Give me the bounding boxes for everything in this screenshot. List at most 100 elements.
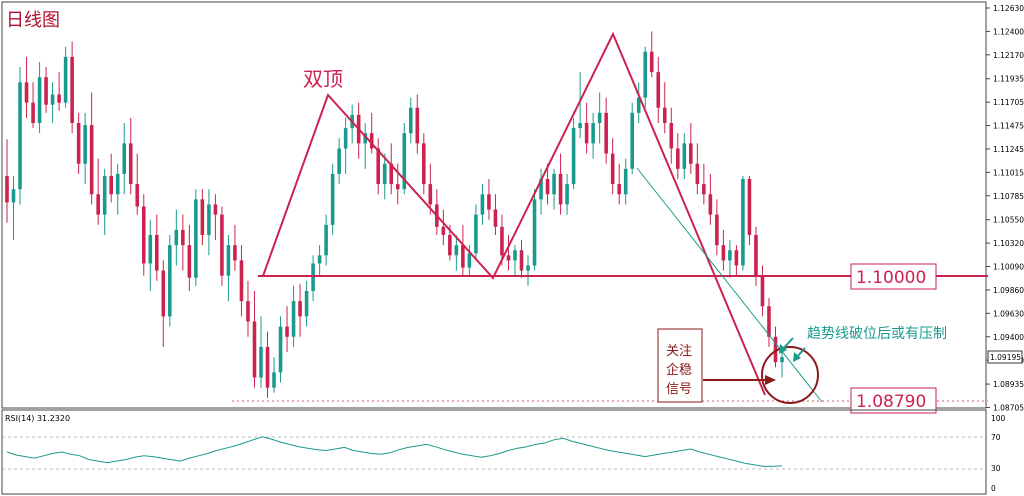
candle [141, 194, 146, 276]
price-axis: 1.12630 1.12400 1.12170 1.11935 1.11705 1.114… [986, 4, 1024, 412]
price-tick-label: 1.12170 [993, 51, 1024, 60]
candle-body [422, 143, 426, 185]
price-panel-frame [1, 1, 987, 409]
candle [408, 97, 413, 144]
pointer-arrow-1-head [779, 344, 787, 354]
price-tick-label: 1.11935 [993, 75, 1024, 84]
candle [233, 224, 237, 271]
double-top-path [262, 31, 766, 396]
candle [382, 153, 387, 200]
candle [154, 214, 159, 281]
candle-body [513, 250, 517, 261]
candle-body [259, 346, 263, 378]
candle-body [207, 204, 211, 235]
rsi-panel: RSI(14) 31.2320 70 30 100 0 [1, 409, 1006, 495]
rsi-tick-70: 70 [991, 433, 1001, 442]
price-panel: 1.12630 1.12400 1.12170 1.11935 1.11705 1.114… [1, 1, 1024, 412]
candle [24, 56, 29, 118]
candle [617, 163, 621, 205]
candle-body [181, 229, 185, 246]
candle-body [441, 226, 446, 235]
candle-body [148, 234, 153, 264]
candle-body [597, 112, 602, 124]
candle-body [122, 143, 127, 174]
candle [70, 41, 74, 134]
candle-body [754, 234, 758, 276]
candle-body [389, 163, 394, 185]
candle-body [506, 255, 511, 261]
price-tick-label: 1.11475 [993, 122, 1024, 131]
candle [57, 72, 61, 111]
candle-body [83, 125, 87, 164]
candle-body [532, 199, 537, 266]
candle [18, 67, 22, 205]
rsi-panel-frame [1, 409, 987, 495]
candle-body [695, 163, 700, 185]
candle [135, 153, 140, 215]
candle-body [57, 94, 61, 103]
candle [741, 175, 745, 271]
candle [402, 123, 407, 195]
candle-body [780, 357, 784, 363]
candle [526, 255, 530, 286]
candle-body [24, 82, 29, 103]
candle [584, 102, 589, 154]
candle-body [402, 133, 407, 190]
candle-body [448, 234, 452, 256]
candle [5, 139, 9, 223]
candle-body [363, 133, 367, 144]
candle-body [630, 112, 635, 169]
candle-body [161, 270, 166, 317]
candle [610, 138, 615, 195]
candle [669, 107, 674, 164]
candle [662, 82, 667, 134]
candle [545, 163, 550, 205]
candle-body [330, 173, 335, 225]
candle-body [649, 51, 654, 73]
candle-body [278, 326, 283, 373]
price-tick-label: 1.11015 [993, 168, 1024, 177]
candle [102, 168, 107, 235]
candle [695, 143, 700, 195]
candle-body [265, 346, 270, 388]
signal-arrow-head [765, 375, 776, 385]
price-tick-label: 1.10320 [993, 239, 1024, 248]
candle-body [154, 234, 159, 271]
candle [689, 123, 693, 174]
candle-body [382, 163, 387, 185]
candle-body [728, 250, 732, 261]
candle-body [558, 173, 563, 205]
candle [265, 331, 270, 398]
candle [311, 255, 315, 302]
candle [76, 112, 81, 174]
price-tick-label: 1.08935 [993, 380, 1024, 389]
candle-body [565, 184, 569, 205]
candle-body [109, 175, 113, 195]
candle [428, 163, 433, 215]
candle-body [571, 128, 576, 185]
candle [337, 138, 341, 185]
price-tick-label: 1.10785 [993, 192, 1024, 201]
candle [506, 234, 511, 271]
price-tick-label: 1.09860 [993, 286, 1024, 295]
candle-body [702, 184, 706, 195]
candle [721, 229, 726, 271]
candle [44, 67, 48, 113]
target-level-label: 1.08790 [856, 392, 926, 412]
candle [760, 265, 765, 317]
candle [578, 72, 582, 139]
candle-body [682, 143, 687, 169]
rsi-label: RSI(14) 31.2320 [5, 414, 70, 423]
candle [780, 352, 784, 378]
candle-body [689, 143, 693, 164]
candle [389, 143, 394, 195]
candle [200, 189, 205, 246]
candle [278, 316, 283, 383]
candle [148, 219, 153, 291]
candle-body [760, 275, 765, 307]
candle-body [200, 199, 205, 235]
candle-body [174, 229, 179, 246]
candle-body [636, 97, 641, 113]
